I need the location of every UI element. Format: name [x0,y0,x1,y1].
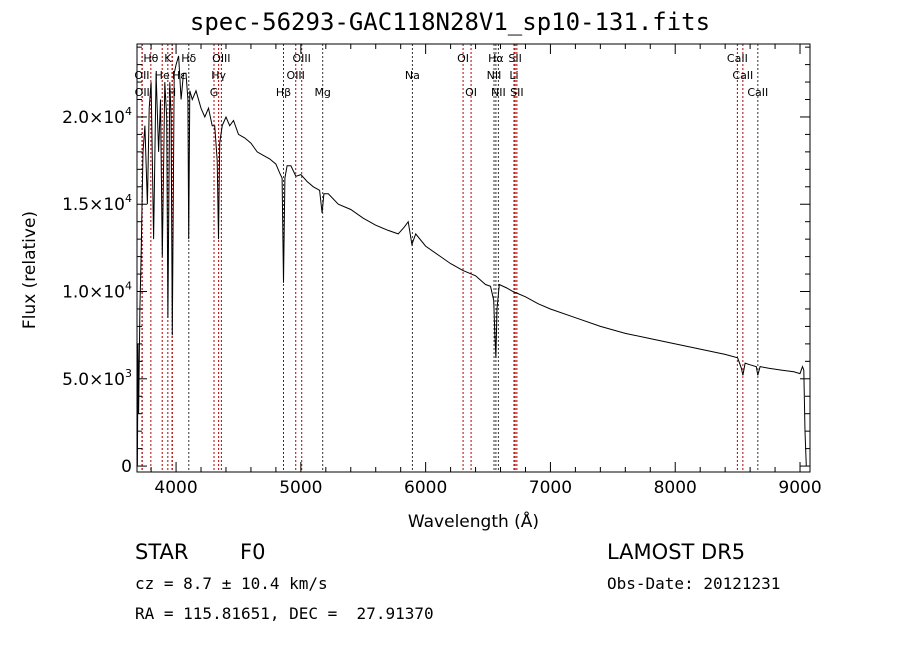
y-tick-exponent: 4 [125,105,132,118]
chart-title: spec-56293-GAC118N28V1_sp10-131.fits [189,8,711,36]
spectral-line-label: OI [465,86,477,99]
y-tick-mantissa: 0 [121,457,132,477]
x-tick-label: 5000 [279,478,322,498]
spectral-line-label: OI [457,52,469,65]
y-tick-label: 0 [121,457,132,477]
x-tick-label: 8000 [654,478,697,498]
redshift-text: cz = 8.7 ± 10.4 km/s [135,574,328,593]
spectral-line-label: OIII [212,52,230,65]
spectral-line-label: CaII [732,69,753,82]
spectral-line-label: OIII [293,52,311,65]
spectral-line-label: Na [405,69,420,82]
spectral-line-label: Hβ [276,86,291,99]
x-tick-label: 4000 [154,478,197,498]
spectral-line-label: K [164,52,172,65]
spectral-line-label: OIII [287,69,305,82]
spectral-line-label: He [155,69,170,82]
spectral-line-label: CaII [747,86,768,99]
spectral-line-label: SII [510,86,523,99]
y-tick-mantissa: 1.5×10 [62,195,125,215]
y-tick-label: 1.0×104 [62,280,132,303]
coordinates-text: RA = 115.81651, DEC = 27.91370 [135,604,434,623]
spectral-line-label: Hδ [181,52,196,65]
y-tick-label: 2.0×104 [62,105,132,128]
spectral-line-label: Li [509,69,518,82]
y-tick-label: 5.0×103 [62,367,132,390]
spectral-line-label: CaII [727,52,748,65]
spectral-line-label: Mg [314,86,330,99]
y-tick-exponent: 4 [125,192,132,205]
y-tick-mantissa: 2.0×10 [62,108,125,128]
object-class: STAR [135,540,189,564]
spectral-line-label: SII [508,52,521,65]
spectral-line-label: G [210,86,219,99]
spectral-line-label: Hθ [143,52,158,65]
y-tick-mantissa: 1.0×10 [62,283,125,303]
spectral-line-label: NII [491,86,506,99]
y-tick-exponent: 4 [125,280,132,293]
y-tick-label: 1.5×104 [62,192,132,215]
y-tick-exponent: 3 [125,367,132,380]
plot-frame [136,43,811,473]
x-tick-label: 6000 [404,478,447,498]
x-tick-label: 7000 [529,478,572,498]
spectrum-line [136,55,807,467]
y-axis-label: Flux (relative) [20,210,40,330]
spectral-line-label: Hα [488,52,504,65]
y-tick-mantissa: 5.0×10 [62,370,125,390]
object-subclass: F0 [240,540,266,564]
obs-date: Obs-Date: 20121231 [607,574,781,593]
spectral-line-label: Hγ [211,69,226,82]
survey-label: LAMOST DR5 [607,540,746,564]
spectral-line-label: NII [487,69,502,82]
spectral-line-label: OII [134,69,149,82]
x-tick-label: 9000 [778,478,821,498]
spectral-line-label: OII [135,86,150,99]
spectral-line-label: H [168,86,176,99]
x-axis-label: Wavelength (Å) [407,512,540,532]
